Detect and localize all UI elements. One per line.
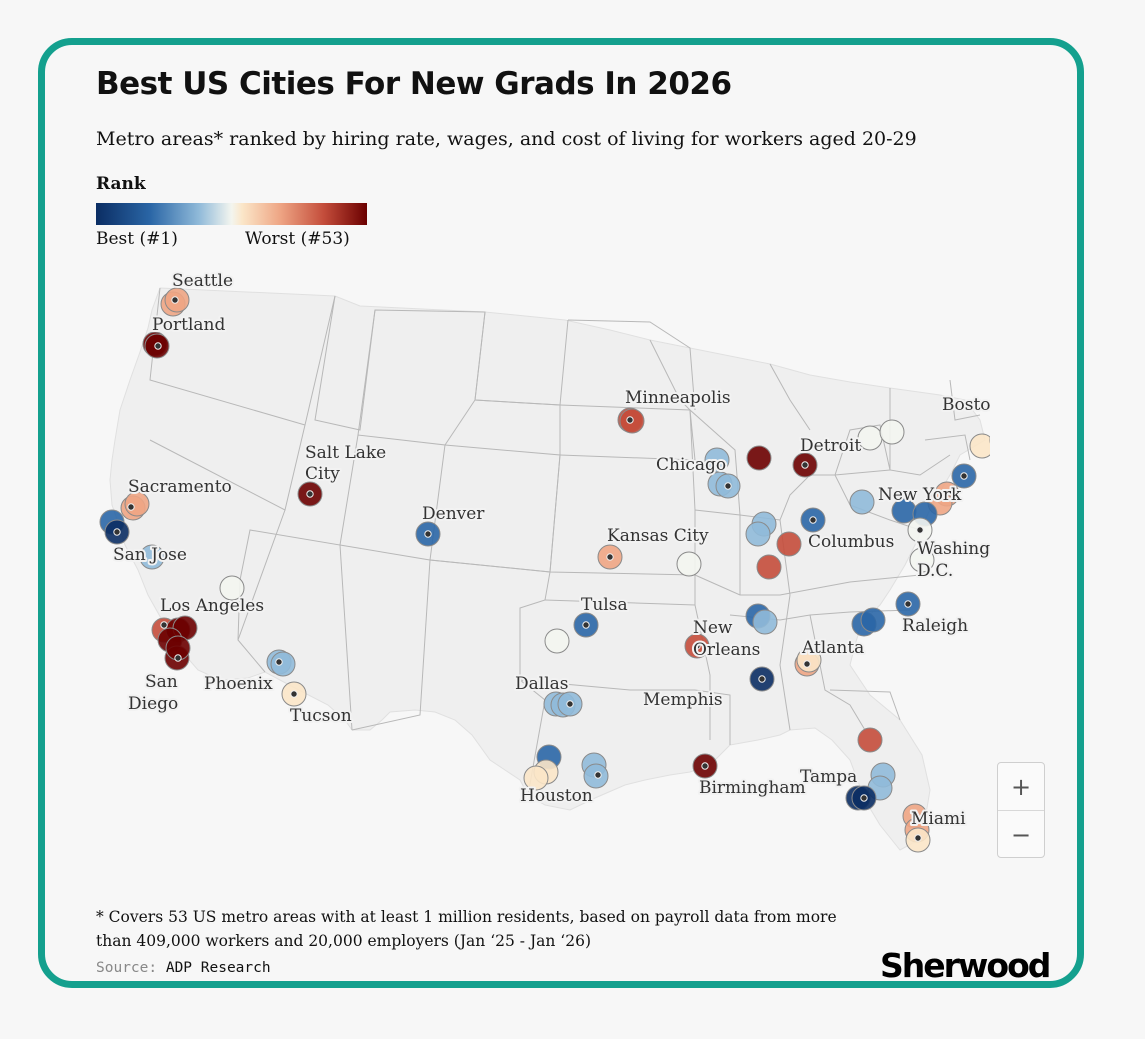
metro-dots <box>99 287 990 853</box>
city-center-marker <box>803 660 811 668</box>
city-center-marker <box>701 762 709 770</box>
city-center-marker <box>174 654 182 662</box>
city-label-new-orleans: New Orleans <box>693 618 760 660</box>
source-value: ADP Research <box>165 960 271 976</box>
city-label-columbus: Columbus <box>808 532 894 552</box>
city-center-marker <box>960 472 968 480</box>
city-center-marker <box>306 490 314 498</box>
zoom-controls: + − <box>997 762 1045 858</box>
city-center-marker <box>904 600 912 608</box>
city-center-marker <box>566 700 574 708</box>
chart-subtitle: Metro areas* ranked by hiring rate, wage… <box>96 128 917 150</box>
sherwood-logo: Sherwood <box>880 946 1051 985</box>
city-label-tampa: Tampa <box>800 767 857 787</box>
city-label-phoenix: Phoenix <box>204 674 273 694</box>
metro-dot[interactable] <box>746 445 772 471</box>
legend-color-scale <box>96 203 367 225</box>
city-center-marker <box>693 642 701 650</box>
city-label-seattle: Seattle <box>172 271 233 291</box>
metro-dot[interactable] <box>857 425 883 451</box>
city-label-washington-d-c: WashingtonD.C. <box>917 539 990 581</box>
city-label-detroit: Detroit <box>800 436 861 456</box>
city-center-marker <box>860 794 868 802</box>
city-label-raleigh: Raleigh <box>902 616 968 636</box>
city-center-marker <box>914 834 922 842</box>
city-label-portland: Portland <box>152 315 225 335</box>
footnote: * Covers 53 US metro areas with at least… <box>96 908 837 950</box>
city-label-atlanta: Atlanta <box>801 638 864 658</box>
zoom-out-button[interactable]: − <box>998 810 1044 858</box>
city-label-birmingham: Birmingham <box>699 778 806 798</box>
city-label-tucson: Tucson <box>290 706 352 726</box>
city-center-marker <box>424 530 432 538</box>
city-center-marker <box>582 621 590 629</box>
metro-dot[interactable] <box>849 489 875 515</box>
city-center-marker <box>916 526 924 534</box>
metro-dot[interactable] <box>676 551 702 577</box>
source-label: Source: <box>96 960 158 976</box>
us-map[interactable]: Seattle Portland Sacramento San Jose Los Ang… <box>90 260 990 860</box>
city-center-marker <box>160 621 168 629</box>
metro-dot[interactable] <box>523 765 549 791</box>
city-center-marker <box>606 553 614 561</box>
city-center-marker <box>290 690 298 698</box>
metro-dot[interactable] <box>879 419 905 445</box>
city-label-san-diego: San Diego <box>128 672 178 714</box>
city-center-marker <box>113 528 121 536</box>
city-center-marker <box>127 503 135 511</box>
metro-dot[interactable] <box>756 554 782 580</box>
metro-dot[interactable] <box>219 575 245 601</box>
state-borders <box>109 287 986 851</box>
city-label-new-york: New York <box>878 485 962 505</box>
city-label-kansas-city: Kansas City <box>607 526 709 546</box>
city-label-los-angeles: Los Angeles <box>160 596 264 616</box>
metro-dot[interactable] <box>909 547 935 573</box>
city-label-dallas: Dallas <box>515 674 569 694</box>
metro-dot[interactable] <box>969 433 990 459</box>
legend-worst-label: Worst (#53) <box>245 229 350 249</box>
metro-dot[interactable] <box>745 521 771 547</box>
city-label-sacramento: Sacramento <box>128 477 232 497</box>
source-line: Source: ADP Research <box>96 960 271 976</box>
city-center-marker <box>594 771 602 779</box>
city-center-marker <box>275 658 283 666</box>
zoom-in-button[interactable]: + <box>1010 772 1032 801</box>
metro-dot[interactable] <box>752 609 778 635</box>
city-center-marker <box>171 296 179 304</box>
metro-dot[interactable] <box>270 651 296 677</box>
metro-dot[interactable] <box>860 607 886 633</box>
metro-dot[interactable] <box>544 628 570 654</box>
metro-dot[interactable] <box>776 531 802 557</box>
city-label-houston: Houston <box>520 786 593 806</box>
metro-dot[interactable] <box>857 727 883 753</box>
city-label-chicago: Chicago <box>656 455 726 475</box>
metro-dot[interactable] <box>139 544 165 570</box>
legend-best-label: Best (#1) <box>96 229 178 249</box>
city-center-marker <box>801 461 809 469</box>
city-center-marker <box>809 516 817 524</box>
city-center-marker <box>758 675 766 683</box>
city-label-minneapolis: Minneapolis <box>625 388 731 408</box>
city-label-boston: Boston <box>942 395 990 415</box>
city-label-miami: Miami <box>911 809 966 829</box>
city-label-memphis: Memphis <box>643 690 723 710</box>
legend-heading: Rank <box>96 174 146 194</box>
metro-dot[interactable] <box>796 647 822 673</box>
city-label-san-jose: San Jose <box>113 545 187 565</box>
city-center-marker <box>626 416 634 424</box>
city-labels: Seattle Portland Sacramento San Jose Los Ang… <box>111 269 990 831</box>
city-label-tulsa: Tulsa <box>581 595 628 615</box>
city-center-marker <box>154 342 162 350</box>
city-label-salt-lake-city: Salt Lake City <box>305 443 386 484</box>
city-label-denver: Denver <box>422 504 485 524</box>
city-center-marker <box>724 482 732 490</box>
chart-title: Best US Cities For New Grads In 2026 <box>96 66 732 102</box>
